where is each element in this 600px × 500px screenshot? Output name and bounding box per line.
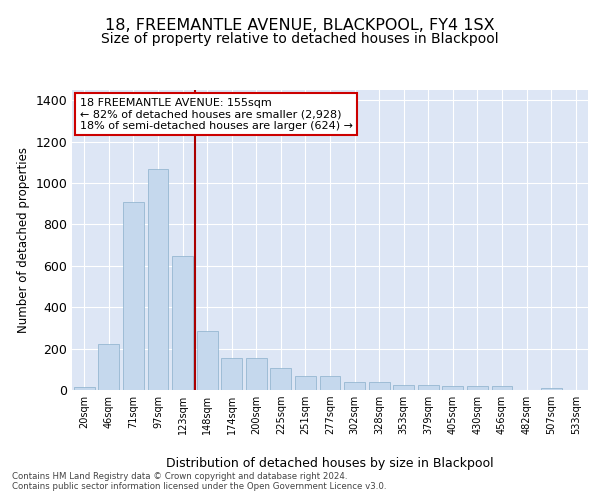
Bar <box>541 388 562 390</box>
Y-axis label: Number of detached properties: Number of detached properties <box>17 147 30 333</box>
Bar <box>98 344 119 390</box>
Bar <box>123 202 144 390</box>
Bar <box>393 385 414 390</box>
Bar <box>172 256 193 390</box>
Bar <box>271 368 292 390</box>
Text: Size of property relative to detached houses in Blackpool: Size of property relative to detached ho… <box>101 32 499 46</box>
Bar <box>246 358 267 390</box>
Bar <box>418 385 439 390</box>
Text: 18, FREEMANTLE AVENUE, BLACKPOOL, FY4 1SX: 18, FREEMANTLE AVENUE, BLACKPOOL, FY4 1S… <box>105 18 495 32</box>
Bar <box>74 387 95 390</box>
Text: Contains public sector information licensed under the Open Government Licence v3: Contains public sector information licen… <box>12 482 386 491</box>
Bar <box>368 382 389 390</box>
Text: 18 FREEMANTLE AVENUE: 155sqm
← 82% of detached houses are smaller (2,928)
18% of: 18 FREEMANTLE AVENUE: 155sqm ← 82% of de… <box>80 98 353 130</box>
Text: Distribution of detached houses by size in Blackpool: Distribution of detached houses by size … <box>166 458 494 470</box>
Bar <box>295 376 316 390</box>
Bar <box>442 386 463 390</box>
Bar <box>197 331 218 390</box>
Bar <box>320 376 340 390</box>
Text: Contains HM Land Registry data © Crown copyright and database right 2024.: Contains HM Land Registry data © Crown c… <box>12 472 347 481</box>
Bar <box>467 386 488 390</box>
Bar <box>221 358 242 390</box>
Bar <box>344 382 365 390</box>
Bar <box>491 386 512 390</box>
Bar <box>148 168 169 390</box>
